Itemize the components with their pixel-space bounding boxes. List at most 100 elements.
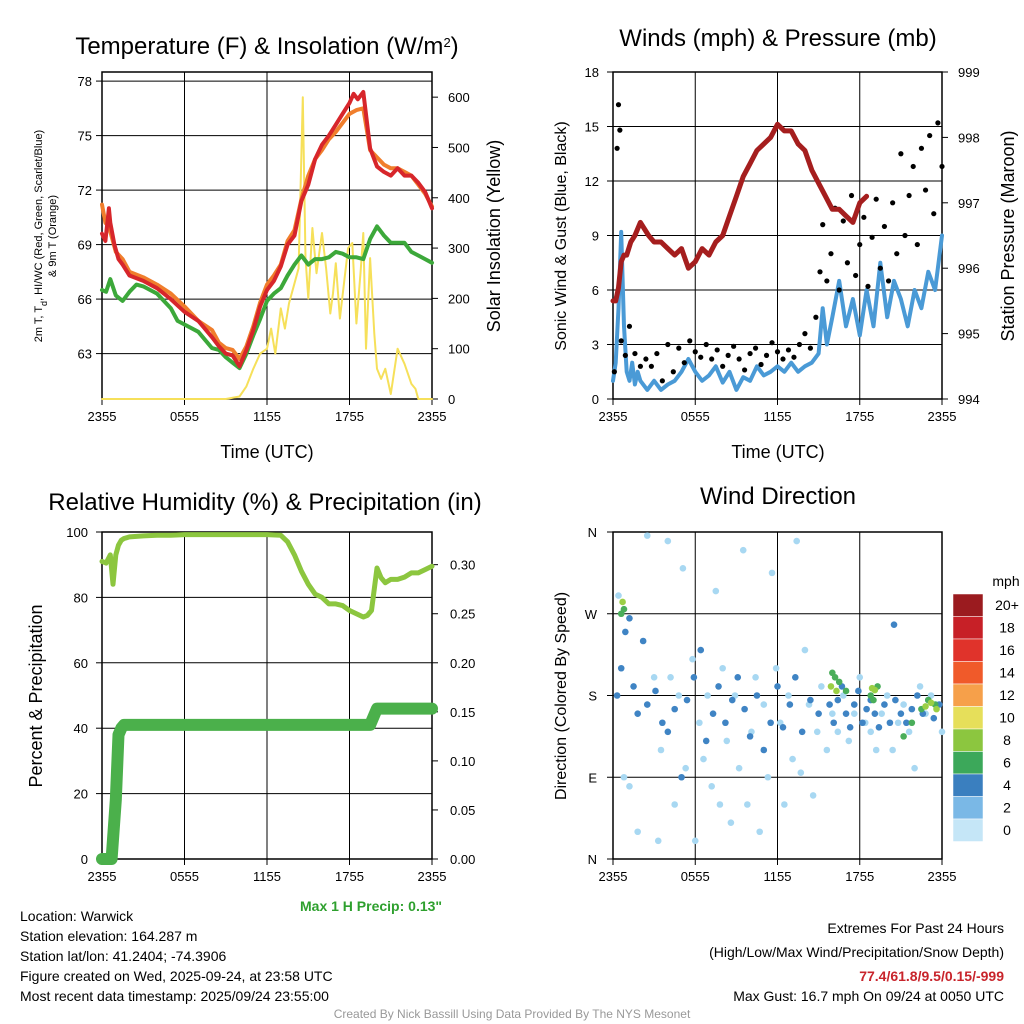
colorbar-swatch bbox=[952, 818, 984, 842]
info-recent: Most recent data timestamp: 2025/09/24 2… bbox=[20, 988, 329, 1004]
gust-point bbox=[752, 345, 759, 351]
wind-dir-point-dark bbox=[643, 701, 651, 708]
y2-tick-label: 0.05 bbox=[450, 803, 475, 818]
wind-dir-point-light bbox=[845, 737, 853, 745]
y2-tick-label: 0.00 bbox=[450, 852, 475, 867]
gust-point bbox=[670, 369, 676, 375]
chart-title: Winds (mph) & Pressure (mb) bbox=[619, 25, 936, 52]
y-tick-label: 20 bbox=[74, 787, 88, 802]
wind-dir-point-dark bbox=[914, 692, 921, 699]
info-latlon: Station lat/lon: 41.2404; -74.3906 bbox=[20, 948, 227, 964]
wind-dir-point-green bbox=[870, 696, 877, 704]
wind-dir-point-light bbox=[764, 773, 772, 781]
gust-point bbox=[824, 278, 830, 284]
wind-dir-point-dark bbox=[903, 719, 910, 727]
y2-tick-label: 995 bbox=[958, 327, 980, 342]
wind-dir-point-light bbox=[911, 764, 918, 772]
gust-point bbox=[817, 269, 823, 275]
wind-dir-point-green bbox=[620, 605, 628, 613]
wind-dir-point-dark bbox=[815, 710, 822, 717]
gust-point bbox=[935, 120, 941, 126]
gust-point bbox=[654, 350, 660, 357]
chart-title: Wind Direction bbox=[700, 483, 856, 510]
gust-point bbox=[906, 192, 912, 199]
y-tick-label: N bbox=[588, 852, 597, 867]
gust-point bbox=[632, 350, 638, 357]
wind-dir-point-green bbox=[835, 678, 843, 686]
y2-tick-label: 200 bbox=[448, 291, 470, 306]
wind-dir-point-yellow bbox=[827, 683, 835, 690]
gust-point bbox=[918, 145, 925, 151]
wind-dir-point-dark bbox=[767, 719, 774, 727]
y-tick-label: 40 bbox=[74, 721, 88, 736]
wind-dir-point-light bbox=[894, 719, 902, 727]
info-location: Location: Warwick bbox=[20, 908, 134, 924]
wind-dir-point-dark bbox=[871, 710, 879, 717]
wind-dir-point-light bbox=[834, 728, 842, 736]
wind-dir-point-light bbox=[856, 674, 864, 681]
wind-dir-point-yellow bbox=[833, 687, 840, 695]
gust-point bbox=[687, 338, 693, 344]
wind-dir-point-dark bbox=[834, 696, 842, 704]
x-tick-label: 1755 bbox=[335, 409, 364, 424]
colorbar-swatch bbox=[952, 661, 984, 685]
y2-tick-label: 300 bbox=[448, 241, 470, 256]
wind-dir-point-light bbox=[818, 683, 825, 690]
y2-tick-label: 0.10 bbox=[450, 754, 475, 769]
wind-dir-point-dark bbox=[715, 683, 722, 690]
wind-dir-point-dark bbox=[728, 696, 736, 704]
wind-dir-point-dark bbox=[613, 692, 621, 699]
wind-dir-point-dark bbox=[639, 637, 647, 645]
gust-point bbox=[802, 331, 808, 337]
gust-point bbox=[785, 347, 792, 353]
colorbar-label: 18 bbox=[999, 620, 1015, 636]
wind-dir-point-dark bbox=[659, 719, 666, 727]
wind-dir-point-light bbox=[643, 532, 651, 539]
wind-dir-point-light bbox=[739, 546, 747, 554]
y-tick-label: 3 bbox=[592, 338, 599, 353]
y2-axis-label: Station Pressure (Maroon) bbox=[998, 130, 1018, 341]
x-tick-label: 1155 bbox=[253, 409, 281, 424]
gust-point bbox=[714, 347, 720, 353]
wind-dir-point-dark bbox=[779, 723, 787, 731]
wind-dir-point-light bbox=[691, 837, 699, 845]
colorbar-swatch bbox=[952, 683, 984, 707]
y-tick-label: W bbox=[585, 607, 598, 622]
wind-dir-point-dark bbox=[760, 746, 768, 754]
colorbar-unit: mph bbox=[992, 573, 1019, 589]
x-tick-label: 2355 bbox=[418, 409, 447, 424]
wind-dir-point-dark bbox=[863, 705, 870, 713]
wind-dir-point-light bbox=[664, 537, 672, 545]
wind-dir-point-light bbox=[620, 773, 628, 781]
y2-tick-label: 100 bbox=[448, 342, 470, 357]
wind-dir-point-light bbox=[704, 692, 711, 699]
colorbar-label: 10 bbox=[999, 710, 1015, 726]
colorbar-label: 4 bbox=[1003, 777, 1011, 793]
x-tick-label: 0555 bbox=[170, 869, 199, 884]
y-axis-label: Direction (Colored By Speed) bbox=[553, 592, 570, 800]
gust-point bbox=[922, 187, 929, 193]
gust-point bbox=[791, 354, 797, 360]
gust-point bbox=[910, 163, 916, 170]
y-tick-label: N bbox=[588, 525, 597, 540]
wind-dir-point-light bbox=[878, 710, 885, 717]
wind-dir-point-light bbox=[905, 728, 913, 736]
wind-dir-point-yellow bbox=[933, 705, 940, 713]
gust-point bbox=[731, 343, 737, 349]
gust-point bbox=[648, 363, 654, 369]
wind-dir-point-light bbox=[900, 701, 907, 708]
wind-dir-point-dark bbox=[671, 705, 678, 713]
wind-dir-point-dark bbox=[846, 723, 854, 731]
credit-line: Created By Nick Bassill Using Data Provi… bbox=[333, 1007, 691, 1021]
y2-tick-label: 996 bbox=[958, 261, 980, 276]
wind-dir-point-light bbox=[744, 801, 751, 808]
wind-dir-point-dark bbox=[683, 696, 691, 704]
y-tick-label: 0 bbox=[592, 392, 599, 407]
wind-dir-point-dark bbox=[908, 705, 916, 713]
gust-point bbox=[617, 127, 623, 133]
wind-dir-point-green bbox=[900, 733, 907, 740]
wind-dir-point-light bbox=[938, 728, 946, 736]
wind-dir-point-yellow bbox=[619, 598, 626, 606]
y-tick-label: 60 bbox=[74, 656, 88, 671]
wind-dir-point-dark bbox=[622, 628, 629, 636]
